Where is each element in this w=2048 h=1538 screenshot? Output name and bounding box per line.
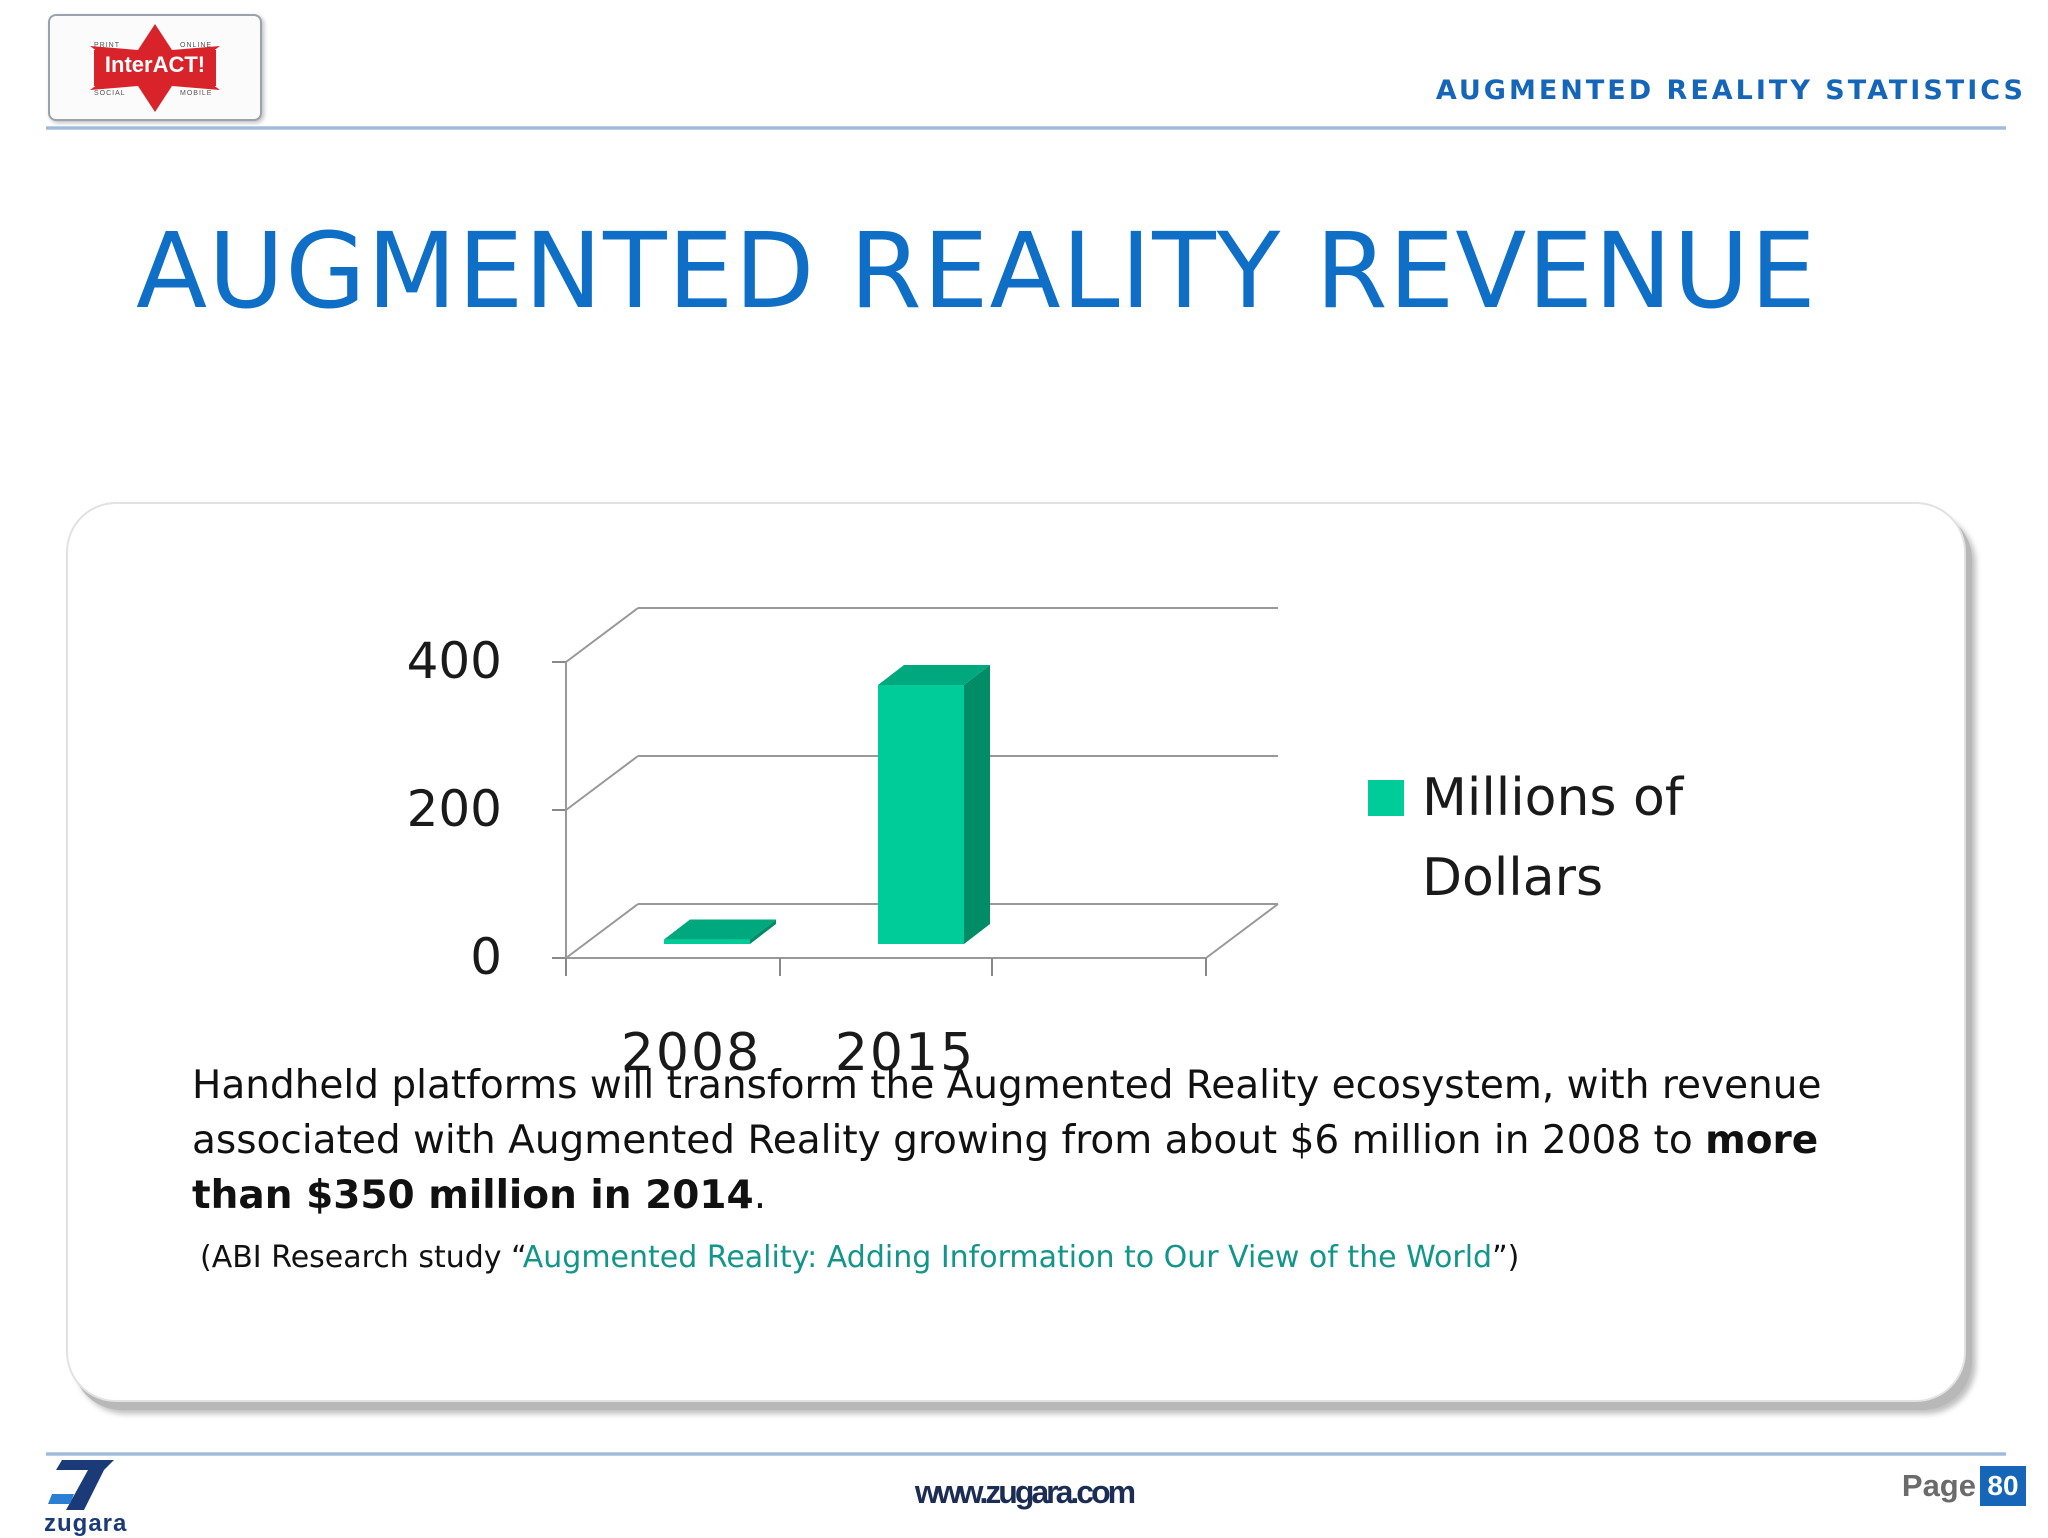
y-tick-label-200: 200 (407, 780, 502, 838)
bar-top-2015 (878, 665, 990, 685)
chart-x-ticks: 2008 2015 (621, 1023, 975, 1083)
section-label: AUGMENTED REALITY STATISTICS (1435, 75, 2026, 106)
bar-front-2015 (878, 685, 964, 944)
bar-side-2015 (964, 665, 990, 944)
chart-axes (552, 661, 1279, 976)
chart-y-ticks: 0 200 400 (407, 632, 502, 986)
citation-suffix: ”) (1492, 1240, 1520, 1275)
page-label: Page (1901, 1468, 1976, 1503)
chart-bars (664, 665, 990, 944)
legend-swatch (1368, 780, 1404, 816)
logo-star-icon (90, 24, 220, 112)
zugara-logo-icon (48, 1460, 114, 1510)
logo-online: ONLINE (180, 42, 213, 49)
body-bold: more than $350 million in 2014 (192, 1118, 1819, 1218)
logo-print: PRINT (94, 42, 120, 49)
body-plain: Handheld platforms will transform the Au… (192, 1063, 1822, 1163)
slide-title: AUGMENTED REALITY REVENUE (136, 210, 1817, 332)
logo-mobile: MOBILE (180, 90, 213, 97)
logo-brand: InterACT! (104, 52, 206, 77)
bar-front-2008 (664, 939, 750, 944)
body-text: Handheld platforms will transform the Au… (192, 1058, 1892, 1223)
gridline-diag-200 (565, 755, 639, 811)
zugara-brand: zugara (44, 1510, 128, 1537)
x-tick-label-2015: 2015 (835, 1023, 975, 1083)
y-tick-label-0: 0 (470, 928, 502, 986)
gridline-diag-400 (565, 607, 639, 663)
page-number: 80 (1980, 1466, 2026, 1506)
footer-url[interactable]: www.zugara.com (914, 1474, 1136, 1510)
content-card (66, 502, 1966, 1402)
header-divider (46, 126, 2006, 130)
floor-right-edge (1205, 903, 1279, 959)
bar-2008 (664, 919, 776, 944)
footer-divider (46, 1452, 2006, 1456)
citation-study-link[interactable]: Augmented Reality: Adding Information to… (522, 1240, 1493, 1275)
bar-top-2008 (664, 919, 776, 940)
logo-social: SOCIAL (94, 90, 126, 97)
body-end: . (753, 1173, 767, 1218)
gridline-diag-0 (565, 903, 639, 959)
citation: (ABI Research study “Augmented Reality: … (200, 1240, 1519, 1275)
bar-side-2008 (750, 919, 776, 944)
legend-label: Millions of Dollars (1422, 768, 1684, 908)
y-tick-label-400: 400 (407, 632, 502, 690)
x-tick-label-2008: 2008 (621, 1023, 761, 1083)
citation-prefix: (ABI Research study “ (200, 1240, 523, 1275)
bar-2015 (878, 665, 990, 944)
interact-logo: PRINT ONLINE InterACT! SOCIAL MOBILE (48, 14, 262, 121)
